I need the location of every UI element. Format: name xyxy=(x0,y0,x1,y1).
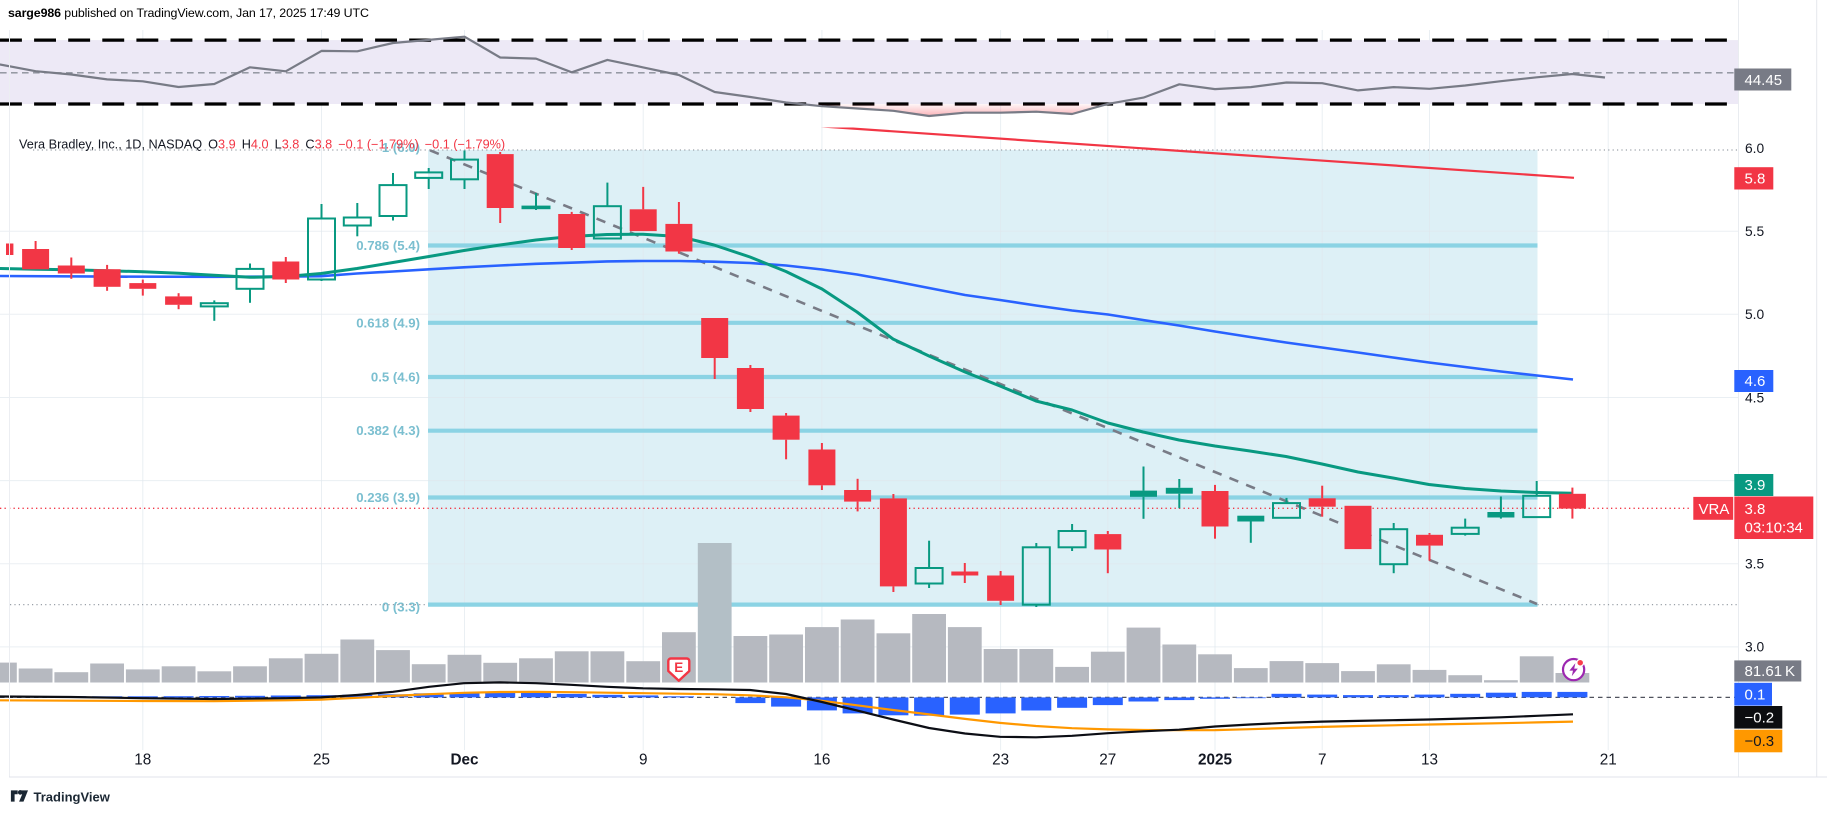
svg-text:3.8: 3.8 xyxy=(1745,501,1766,518)
svg-text:1 (6.0): 1 (6.0) xyxy=(382,140,420,155)
svg-text:0.5 (4.6): 0.5 (4.6) xyxy=(371,370,420,385)
svg-text:E: E xyxy=(674,660,683,675)
svg-text:44.45: 44.45 xyxy=(1745,72,1783,89)
svg-text:Dec: Dec xyxy=(450,752,479,769)
svg-text:0.382 (4.3): 0.382 (4.3) xyxy=(356,423,420,438)
svg-text:21: 21 xyxy=(1600,752,1617,769)
svg-text:0 (3.3): 0 (3.3) xyxy=(382,600,420,615)
svg-text:2025: 2025 xyxy=(1198,752,1233,769)
svg-text:6.0: 6.0 xyxy=(1745,141,1765,156)
svg-text:13: 13 xyxy=(1421,752,1438,769)
svg-text:03:10:34: 03:10:34 xyxy=(1745,520,1803,537)
svg-text:0.236 (3.9): 0.236 (3.9) xyxy=(356,490,420,505)
svg-text:3.9: 3.9 xyxy=(1745,477,1766,494)
svg-text:−0.3: −0.3 xyxy=(1745,733,1775,750)
svg-text:3.5: 3.5 xyxy=(1745,557,1765,572)
svg-text:0.1: 0.1 xyxy=(1745,686,1766,703)
svg-text:VRA: VRA xyxy=(1699,501,1730,518)
svg-text:3.0: 3.0 xyxy=(1745,640,1765,655)
svg-text:−0.2: −0.2 xyxy=(1745,710,1775,727)
svg-text:Vera Bradley, Inc., 1D, NASDAQ: Vera Bradley, Inc., 1D, NASDAQ O3.9 H4.0… xyxy=(19,138,505,152)
svg-text:TradingView: TradingView xyxy=(34,790,111,805)
svg-text:7: 7 xyxy=(1318,752,1327,769)
svg-text:9: 9 xyxy=(639,752,648,769)
svg-text:81.61 K: 81.61 K xyxy=(1745,663,1796,680)
svg-text:5.8: 5.8 xyxy=(1745,171,1766,188)
svg-text:4.6: 4.6 xyxy=(1745,373,1766,390)
svg-text:5.5: 5.5 xyxy=(1745,224,1765,239)
svg-text:4.5: 4.5 xyxy=(1745,390,1765,405)
svg-text:25: 25 xyxy=(313,752,330,769)
svg-text:23: 23 xyxy=(992,752,1009,769)
svg-text:0.618 (4.9): 0.618 (4.9) xyxy=(356,315,420,330)
svg-text:18: 18 xyxy=(134,752,151,769)
svg-text:5.0: 5.0 xyxy=(1745,307,1765,322)
svg-text:0.786 (5.4): 0.786 (5.4) xyxy=(356,238,420,253)
svg-text:27: 27 xyxy=(1099,752,1116,769)
svg-text:16: 16 xyxy=(813,752,830,769)
